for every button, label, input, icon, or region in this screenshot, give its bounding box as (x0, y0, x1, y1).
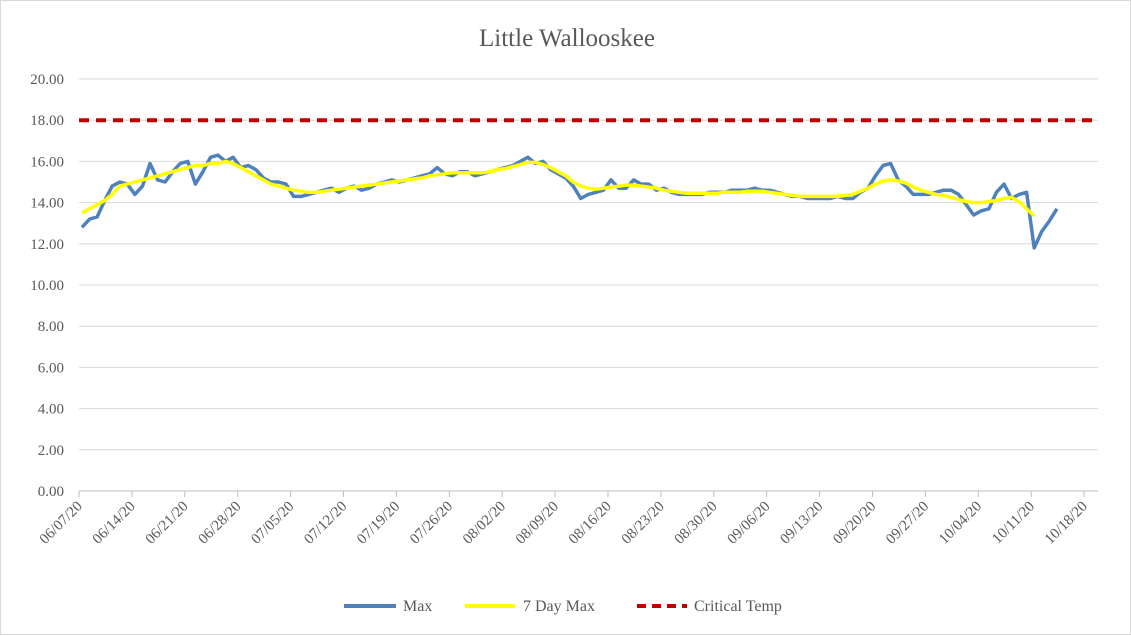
x-tick-label: 09/06/20 (724, 499, 773, 548)
chart-title: Little Wallooskee (479, 25, 655, 52)
y-tick-label: 0.00 (38, 484, 64, 500)
y-tick-label: 8.00 (38, 319, 64, 335)
grid-layer (78, 78, 1098, 497)
y-tick-label: 14.00 (30, 196, 64, 212)
series-line-7-day-max (81, 159, 1036, 218)
x-axis-labels: 06/07/20 06/14/20 06/21/20 06/28/20 07/05/20… (37, 499, 1091, 548)
x-tick-label: 07/19/20 (354, 499, 403, 548)
x-tick-label: 09/13/20 (777, 499, 826, 548)
y-tick-label: 10.00 (30, 278, 64, 294)
x-tick-label: 10/04/20 (936, 499, 985, 548)
legend-label-max: Max (403, 598, 432, 615)
y-tick-label: 2.00 (38, 443, 64, 459)
x-tick-label: 09/27/20 (883, 499, 932, 548)
y-tick-label: 4.00 (38, 402, 64, 418)
series-line-max (80, 153, 1059, 250)
x-tick-label: 10/18/20 (1042, 499, 1091, 548)
legend-item-max: Max (344, 598, 432, 615)
x-tick-label: 06/14/20 (90, 499, 139, 548)
x-tick-label: 08/16/20 (566, 499, 615, 548)
series-layer (79, 118, 1093, 250)
legend: Max 7 Day Max Critical Temp (344, 598, 782, 615)
legend-item-critical-temp: Critical Temp (637, 598, 782, 615)
x-tick-label: 06/07/20 (37, 499, 86, 548)
y-tick-label: 18.00 (30, 113, 64, 129)
x-tick-label: 08/30/20 (672, 499, 721, 548)
legend-item-7-day-max: 7 Day Max (465, 598, 595, 615)
x-tick-label: 09/20/20 (830, 499, 879, 548)
x-tick-label: 07/05/20 (248, 499, 297, 548)
legend-label-7-day-max: 7 Day Max (523, 598, 595, 615)
y-tick-label: 20.00 (30, 72, 64, 88)
y-tick-label: 16.00 (30, 154, 64, 170)
x-tick-label: 07/12/20 (301, 499, 350, 548)
y-axis-labels: 0.00 2.00 4.00 6.00 8.00 10.00 12.00 14.00 16.00… (30, 72, 64, 500)
x-tick-label: 07/26/20 (407, 499, 456, 548)
y-tick-label: 6.00 (38, 360, 64, 376)
legend-label-critical-temp: Critical Temp (694, 598, 782, 615)
y-tick-label: 12.00 (30, 237, 64, 253)
x-tick-label: 06/21/20 (143, 499, 192, 548)
x-tick-label: 06/28/20 (195, 499, 244, 548)
x-tick-label: 08/02/20 (460, 499, 509, 548)
x-tick-label: 10/11/20 (989, 499, 1038, 548)
x-tick-label: 08/09/20 (513, 499, 562, 548)
x-tick-label: 08/23/20 (619, 499, 668, 548)
